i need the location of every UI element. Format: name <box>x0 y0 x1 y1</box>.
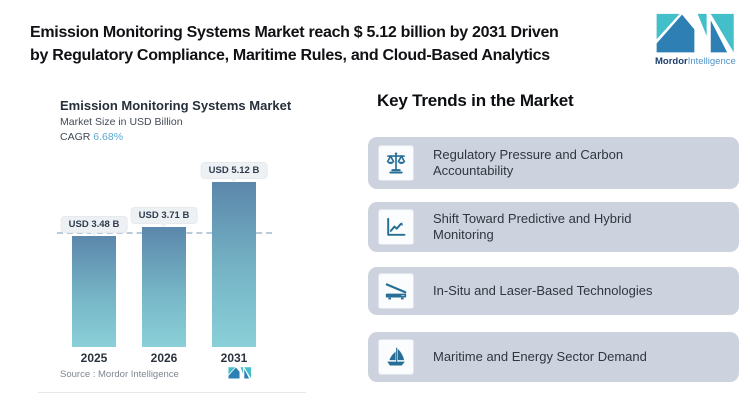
mordor-logo-mark-icon <box>655 13 741 54</box>
trend-label: Shift Toward Predictive and Hybrid Monit… <box>433 211 632 242</box>
chart-footer-divider <box>38 392 306 393</box>
page-title-line-2: by Regulatory Compliance, Maritime Rules… <box>30 47 550 64</box>
chart-subtitle: Market Size in USD Billion <box>60 116 183 128</box>
laser-scanner-icon <box>383 278 409 304</box>
chart-cagr: CAGR 6.68% <box>60 131 123 143</box>
bar-value-label: USD 3.48 B <box>60 216 128 233</box>
icon-box <box>378 339 414 375</box>
cagr-label: CAGR <box>60 131 94 143</box>
trend-card-laser: In-Situ and Laser-Based Technologies <box>368 267 739 315</box>
brand-wordmark: MordorIntelligence <box>655 56 741 67</box>
x-axis-tick-label: 2026 <box>150 351 178 365</box>
balance-scale-icon <box>383 150 409 176</box>
bar-2026 <box>142 227 186 347</box>
x-axis-tick-label: 2031 <box>220 351 248 365</box>
brand-word-secondary: Intelligence <box>687 56 736 67</box>
bar-value-label: USD 5.12 B <box>200 162 268 179</box>
icon-box <box>378 273 414 309</box>
x-axis-tick-label: 2025 <box>80 351 108 365</box>
mordor-mini-logo-icon <box>228 367 252 379</box>
trend-card-predictive: Shift Toward Predictive and Hybrid Monit… <box>368 202 739 252</box>
trends-heading: Key Trends in the Market <box>377 91 574 110</box>
icon-box <box>378 145 414 181</box>
bar-value-label: USD 3.71 B <box>130 207 198 224</box>
chart-title: Emission Monitoring Systems Market <box>60 98 292 113</box>
brand-word-primary: Mordor <box>655 56 688 67</box>
trend-label: Maritime and Energy Sector Demand <box>433 349 647 364</box>
icon-box <box>378 209 414 245</box>
trend-card-regulatory: Regulatory Pressure and Carbon Accountab… <box>368 137 739 189</box>
sailboat-icon <box>383 344 409 370</box>
trend-label: Regulatory Pressure and Carbon Accountab… <box>433 147 624 178</box>
trend-card-maritime: Maritime and Energy Sector Demand <box>368 332 739 382</box>
bar-2025 <box>72 236 116 347</box>
page-title: Emission Monitoring Systems Market reach… <box>30 21 655 67</box>
source-attribution: Source : Mordor Intelligence <box>60 369 179 380</box>
cagr-value: 6.68% <box>93 131 124 143</box>
line-chart-icon <box>383 214 409 240</box>
mordor-intelligence-logo: MordorIntelligence <box>655 13 741 67</box>
page-title-line-1: Emission Monitoring Systems Market reach… <box>30 24 559 41</box>
trend-label: In-Situ and Laser-Based Technologies <box>433 283 653 298</box>
bar-2031 <box>212 182 256 347</box>
